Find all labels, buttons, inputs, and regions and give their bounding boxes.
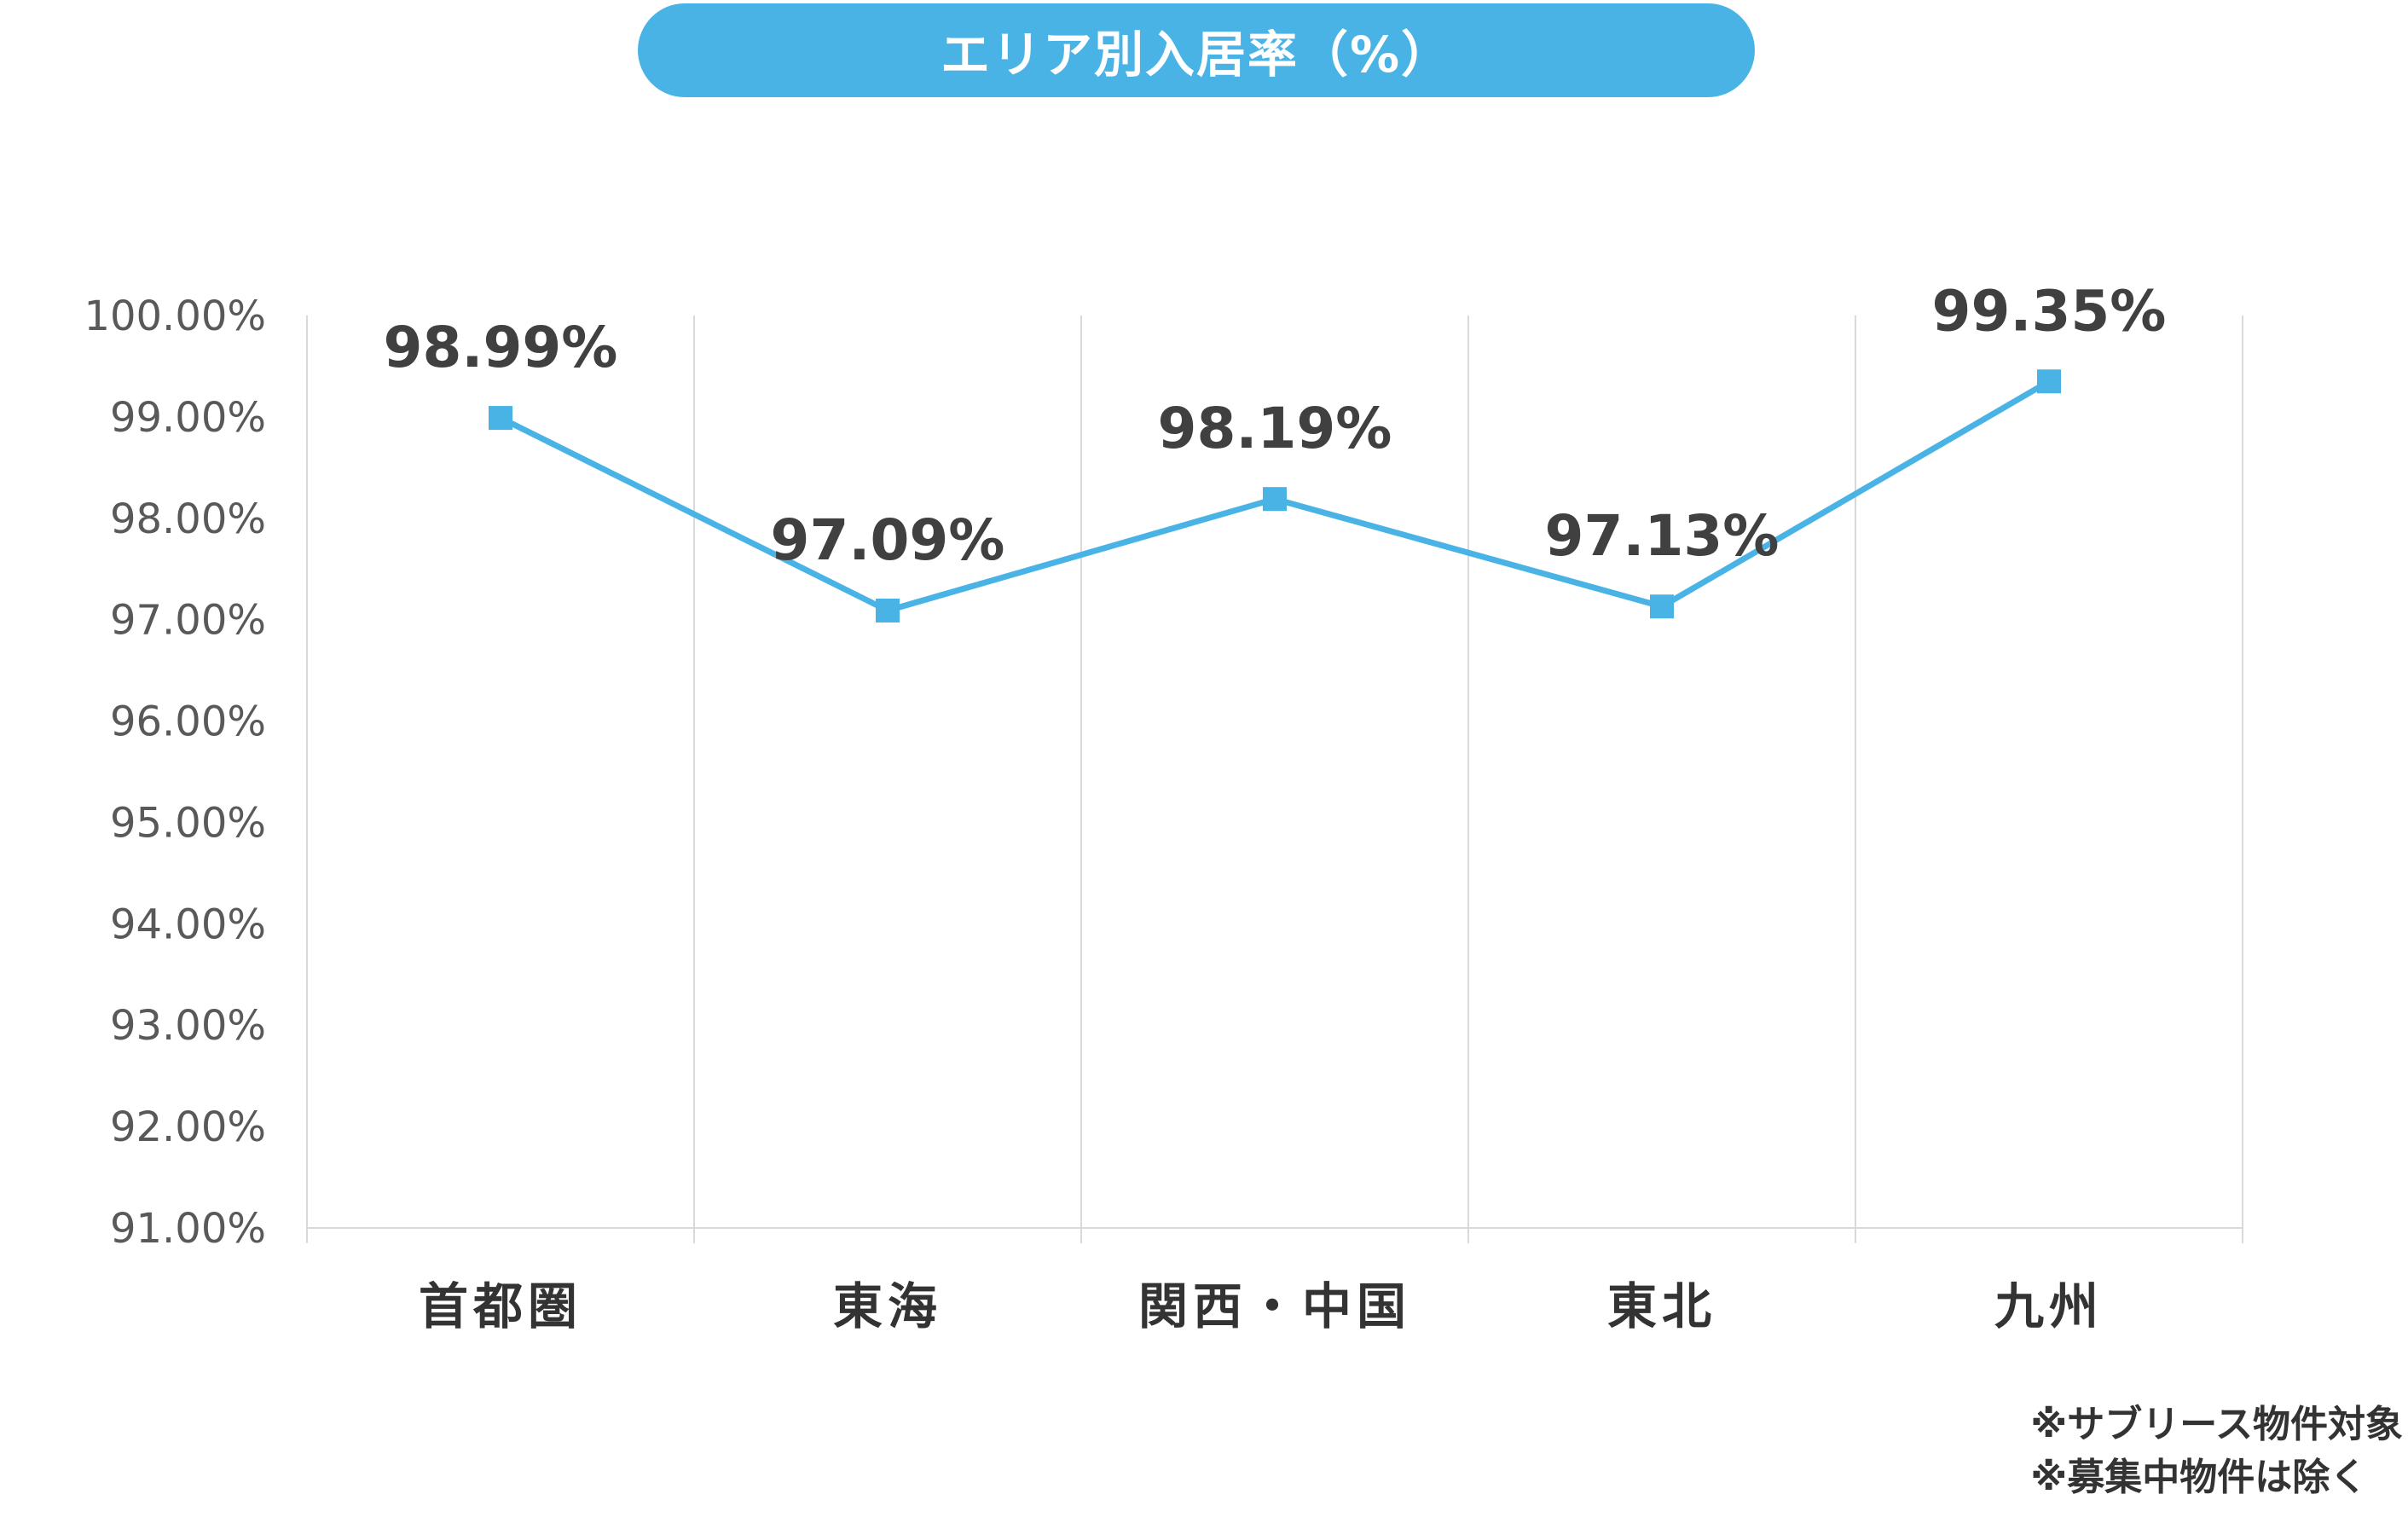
data-point-marker (489, 406, 512, 431)
data-label: 98.99% (384, 315, 618, 380)
data-point-marker (876, 598, 900, 623)
y-tick-label: 95.00% (110, 799, 266, 847)
x-tick-label: 九州 (1994, 1277, 2104, 1335)
chart-title-banner: エリア別入居率（%） (638, 3, 1755, 97)
grid-lines (306, 316, 2243, 1243)
y-axis: 100.00% 99.00% 98.00% 97.00% 96.00% 95.00% 94.… (84, 292, 266, 1253)
y-tick-label: 98.00% (110, 495, 266, 543)
footnotes: ※サブリース物件対象 ※募集中物件は除く (2030, 1398, 2403, 1504)
data-label: 97.09% (771, 507, 1005, 573)
y-tick-label: 97.00% (110, 597, 266, 645)
data-labels: 98.99% 97.09% 98.19% 97.13% 99.35% (384, 278, 2167, 573)
x-axis: 首都圏 東海 関西・中国 東北 九州 (419, 1277, 2104, 1335)
series-line-group (489, 369, 2061, 623)
footnote-1: ※サブリース物件対象 (2030, 1403, 2403, 1446)
data-label: 97.13% (1545, 503, 1780, 569)
data-point-marker (2037, 369, 2061, 394)
footnote-2: ※募集中物件は除く (2030, 1456, 2368, 1499)
y-tick-label: 99.00% (110, 394, 266, 442)
data-label: 99.35% (1932, 278, 2167, 344)
data-label: 98.19% (1158, 396, 1392, 461)
x-tick-label: 東海 (833, 1277, 942, 1335)
y-tick-label: 100.00% (84, 292, 266, 340)
y-tick-label: 94.00% (110, 900, 266, 948)
data-point-marker (1650, 594, 1674, 619)
x-tick-label: 東北 (1607, 1277, 1716, 1335)
y-tick-label: 93.00% (110, 1002, 266, 1050)
y-tick-label: 91.00% (110, 1205, 266, 1253)
x-tick-label: 関西・中国 (1138, 1277, 1411, 1335)
data-point-marker (1263, 487, 1287, 512)
x-tick-label: 首都圏 (419, 1277, 582, 1335)
y-tick-label: 96.00% (110, 698, 266, 746)
chart-title: エリア別入居率（%） (940, 26, 1453, 84)
y-tick-label: 92.00% (110, 1103, 266, 1151)
